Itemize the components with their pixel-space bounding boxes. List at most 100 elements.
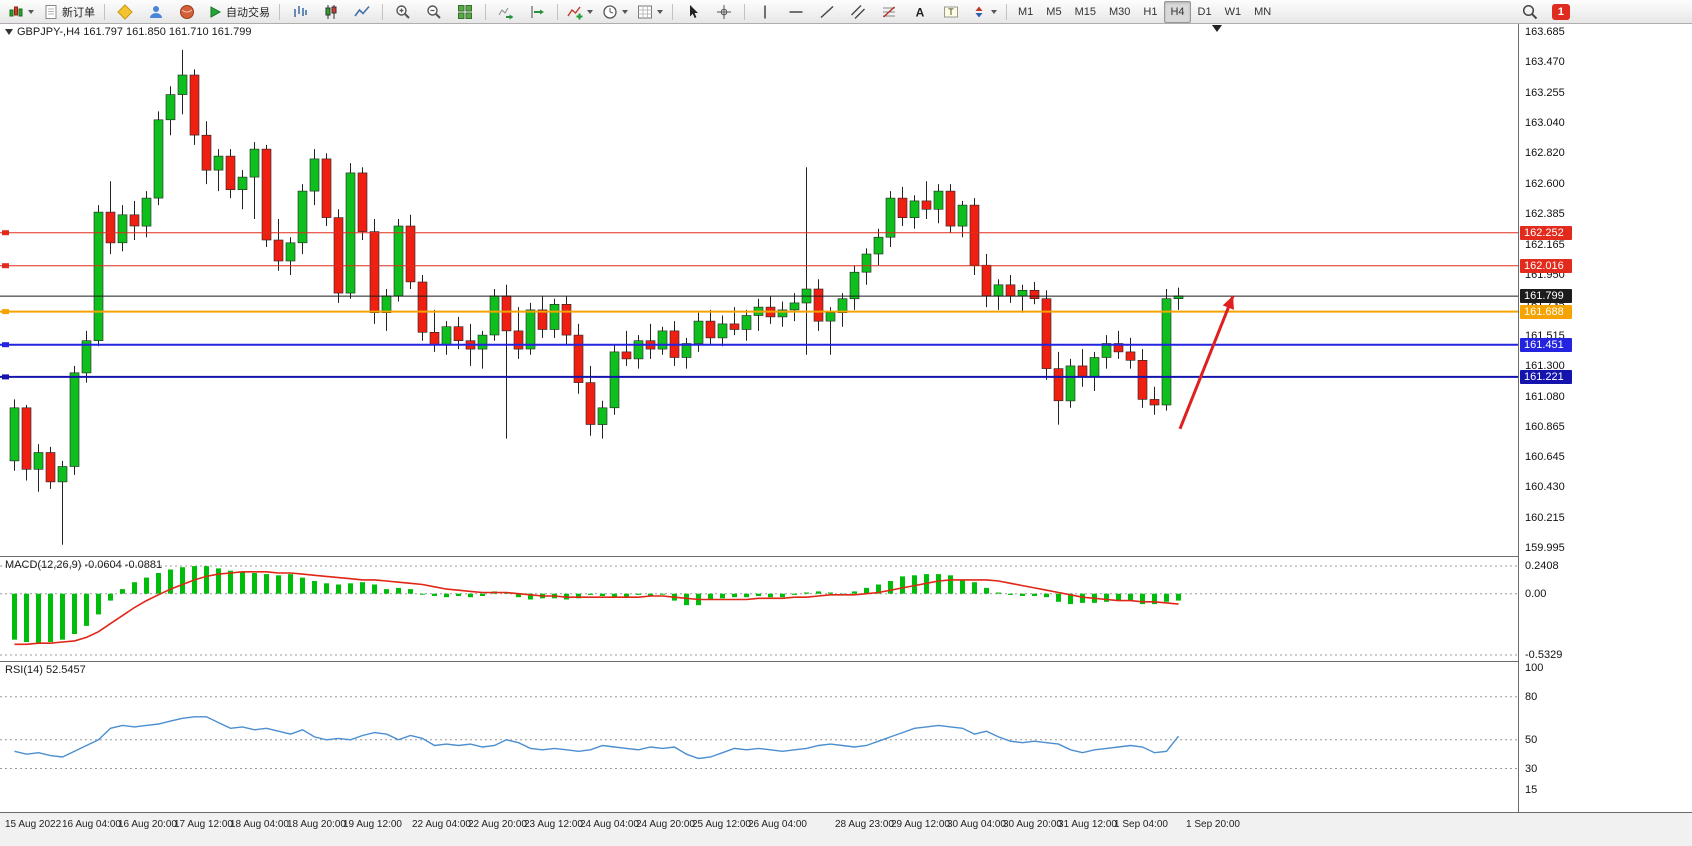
price-axis-tick: 160.430 bbox=[1525, 481, 1565, 493]
channel-button[interactable] bbox=[843, 1, 873, 23]
line-handle[interactable] bbox=[2, 263, 9, 269]
chart-shift-button[interactable] bbox=[522, 1, 552, 23]
line-handle[interactable] bbox=[2, 230, 9, 236]
candle-up bbox=[957, 204, 968, 227]
new-chart-button[interactable] bbox=[4, 1, 38, 23]
indicators-button[interactable] bbox=[563, 1, 597, 23]
ohlc-collapse-icon[interactable] bbox=[5, 29, 13, 35]
rsi-canvas[interactable] bbox=[0, 662, 1518, 812]
trend-arrow-head[interactable] bbox=[1222, 295, 1234, 310]
candle-down bbox=[1005, 284, 1016, 297]
arrows-button[interactable] bbox=[967, 1, 1001, 23]
text-tool-icon: A bbox=[916, 5, 925, 19]
candle-up bbox=[933, 190, 944, 210]
svg-text:A: A bbox=[916, 5, 925, 19]
timeframe-d1-button[interactable]: D1 bbox=[1197, 5, 1212, 18]
price-axis-tick: 159.995 bbox=[1525, 542, 1565, 554]
candle-up bbox=[309, 158, 320, 192]
tile-windows-button[interactable] bbox=[450, 1, 480, 23]
timeframe-m1-button[interactable]: M1 bbox=[1018, 5, 1034, 18]
svg-text:T: T bbox=[948, 7, 954, 17]
candlestick-chart-button[interactable] bbox=[316, 1, 346, 23]
zoom-out-button[interactable] bbox=[419, 1, 449, 23]
metaeditor-button[interactable] bbox=[110, 1, 140, 23]
autotrading-button[interactable]: 自动交易 bbox=[203, 1, 274, 23]
timeframe-m5-button[interactable]: M5 bbox=[1046, 5, 1062, 18]
macd-histogram-bar bbox=[528, 593, 533, 600]
macd-canvas[interactable] bbox=[0, 557, 1518, 661]
line-handle[interactable] bbox=[2, 309, 9, 315]
vertical-line-button[interactable] bbox=[750, 1, 780, 23]
crosshair-button[interactable] bbox=[709, 1, 739, 23]
macd-histogram-bar bbox=[804, 592, 809, 594]
chevron-down-icon bbox=[587, 9, 593, 14]
macd-histogram-bar bbox=[948, 575, 953, 594]
auto-scroll-button[interactable] bbox=[491, 1, 521, 23]
community-button[interactable] bbox=[141, 1, 171, 23]
time-axis-tick: 25 Aug 12:00 bbox=[692, 819, 751, 830]
timeframe-h1-button[interactable]: H1 bbox=[1143, 5, 1158, 18]
periods-button[interactable] bbox=[598, 1, 632, 23]
text-label-button[interactable]: T bbox=[936, 1, 966, 23]
timeframe-m15-button[interactable]: M15 bbox=[1074, 5, 1096, 18]
candle-down bbox=[129, 214, 140, 227]
macd-histogram-bar bbox=[732, 593, 737, 598]
trend-arrow[interactable] bbox=[1178, 295, 1235, 430]
macd-histogram-bar bbox=[1068, 593, 1073, 605]
chart-shift-marker[interactable] bbox=[1212, 25, 1222, 32]
price-axis-tick: 100 bbox=[1525, 662, 1544, 674]
macd-histogram-bar bbox=[36, 593, 41, 644]
macd-histogram-bar bbox=[996, 592, 1001, 594]
candle-down bbox=[813, 288, 824, 322]
time-axis-tick: 19 Aug 12:00 bbox=[343, 819, 402, 830]
macd-histogram-bar bbox=[660, 593, 665, 595]
candle-down bbox=[201, 134, 212, 171]
panel-divider[interactable] bbox=[0, 556, 1692, 557]
templates-button[interactable] bbox=[633, 1, 667, 23]
trendline-button[interactable] bbox=[812, 1, 842, 23]
price-badge: 161.799 bbox=[1520, 289, 1572, 303]
new-order-button[interactable]: 新订单 bbox=[39, 1, 99, 23]
macd-histogram-bar bbox=[636, 593, 641, 595]
macd-histogram-bar bbox=[300, 577, 305, 594]
price-axis-tick: 80 bbox=[1525, 691, 1538, 703]
macd-histogram-bar bbox=[156, 573, 161, 594]
candle-up bbox=[237, 176, 248, 191]
price-axis-tick: -0.5329 bbox=[1525, 649, 1563, 661]
chevron-down-icon bbox=[657, 9, 663, 14]
search-button[interactable] bbox=[1515, 1, 1545, 23]
timeframe-w1-button[interactable]: W1 bbox=[1224, 5, 1242, 18]
time-axis[interactable]: 15 Aug 2022 16 Aug 04:00 16 Aug 20:00 17 Au… bbox=[0, 812, 1692, 846]
macd-histogram-bar bbox=[1116, 593, 1121, 601]
fibonacci-button[interactable] bbox=[874, 1, 904, 23]
text-button[interactable]: A bbox=[905, 1, 935, 23]
new-order-icon bbox=[45, 4, 57, 19]
timeframe-h4-button[interactable]: H4 bbox=[1164, 0, 1191, 23]
price-axis[interactable]: 163.685 163.470 163.255 163.040 162.820 162.6… bbox=[1518, 24, 1692, 812]
notification-badge[interactable]: 1 bbox=[1551, 3, 1570, 20]
candle-up bbox=[81, 340, 92, 374]
candle-up bbox=[1161, 298, 1172, 406]
zoom-in-button[interactable] bbox=[388, 1, 418, 23]
candle-up bbox=[93, 211, 104, 342]
candle-down bbox=[945, 190, 956, 227]
candle-down bbox=[573, 334, 584, 383]
timeframe-m30-button[interactable]: M30 bbox=[1108, 5, 1131, 18]
toolbar-separator bbox=[104, 3, 105, 20]
price-chart-canvas[interactable] bbox=[0, 24, 1518, 556]
candle-up bbox=[141, 197, 152, 227]
line-chart-button[interactable] bbox=[347, 1, 377, 23]
horizontal-line-button[interactable] bbox=[781, 1, 811, 23]
macd-histogram-bar bbox=[324, 583, 329, 594]
panel-divider[interactable] bbox=[0, 661, 1692, 662]
line-handle[interactable] bbox=[2, 342, 9, 348]
mql5-button[interactable] bbox=[172, 1, 202, 23]
bar-chart-button[interactable] bbox=[285, 1, 315, 23]
macd-histogram-bar bbox=[852, 591, 857, 594]
line-handle[interactable] bbox=[2, 374, 9, 380]
arrows-tool-icon bbox=[975, 6, 983, 17]
timeframe-mn-button[interactable]: MN bbox=[1254, 5, 1272, 18]
macd-histogram-bar bbox=[1176, 593, 1181, 601]
macd-histogram-bar bbox=[420, 593, 425, 595]
cursor-button[interactable] bbox=[678, 1, 708, 23]
